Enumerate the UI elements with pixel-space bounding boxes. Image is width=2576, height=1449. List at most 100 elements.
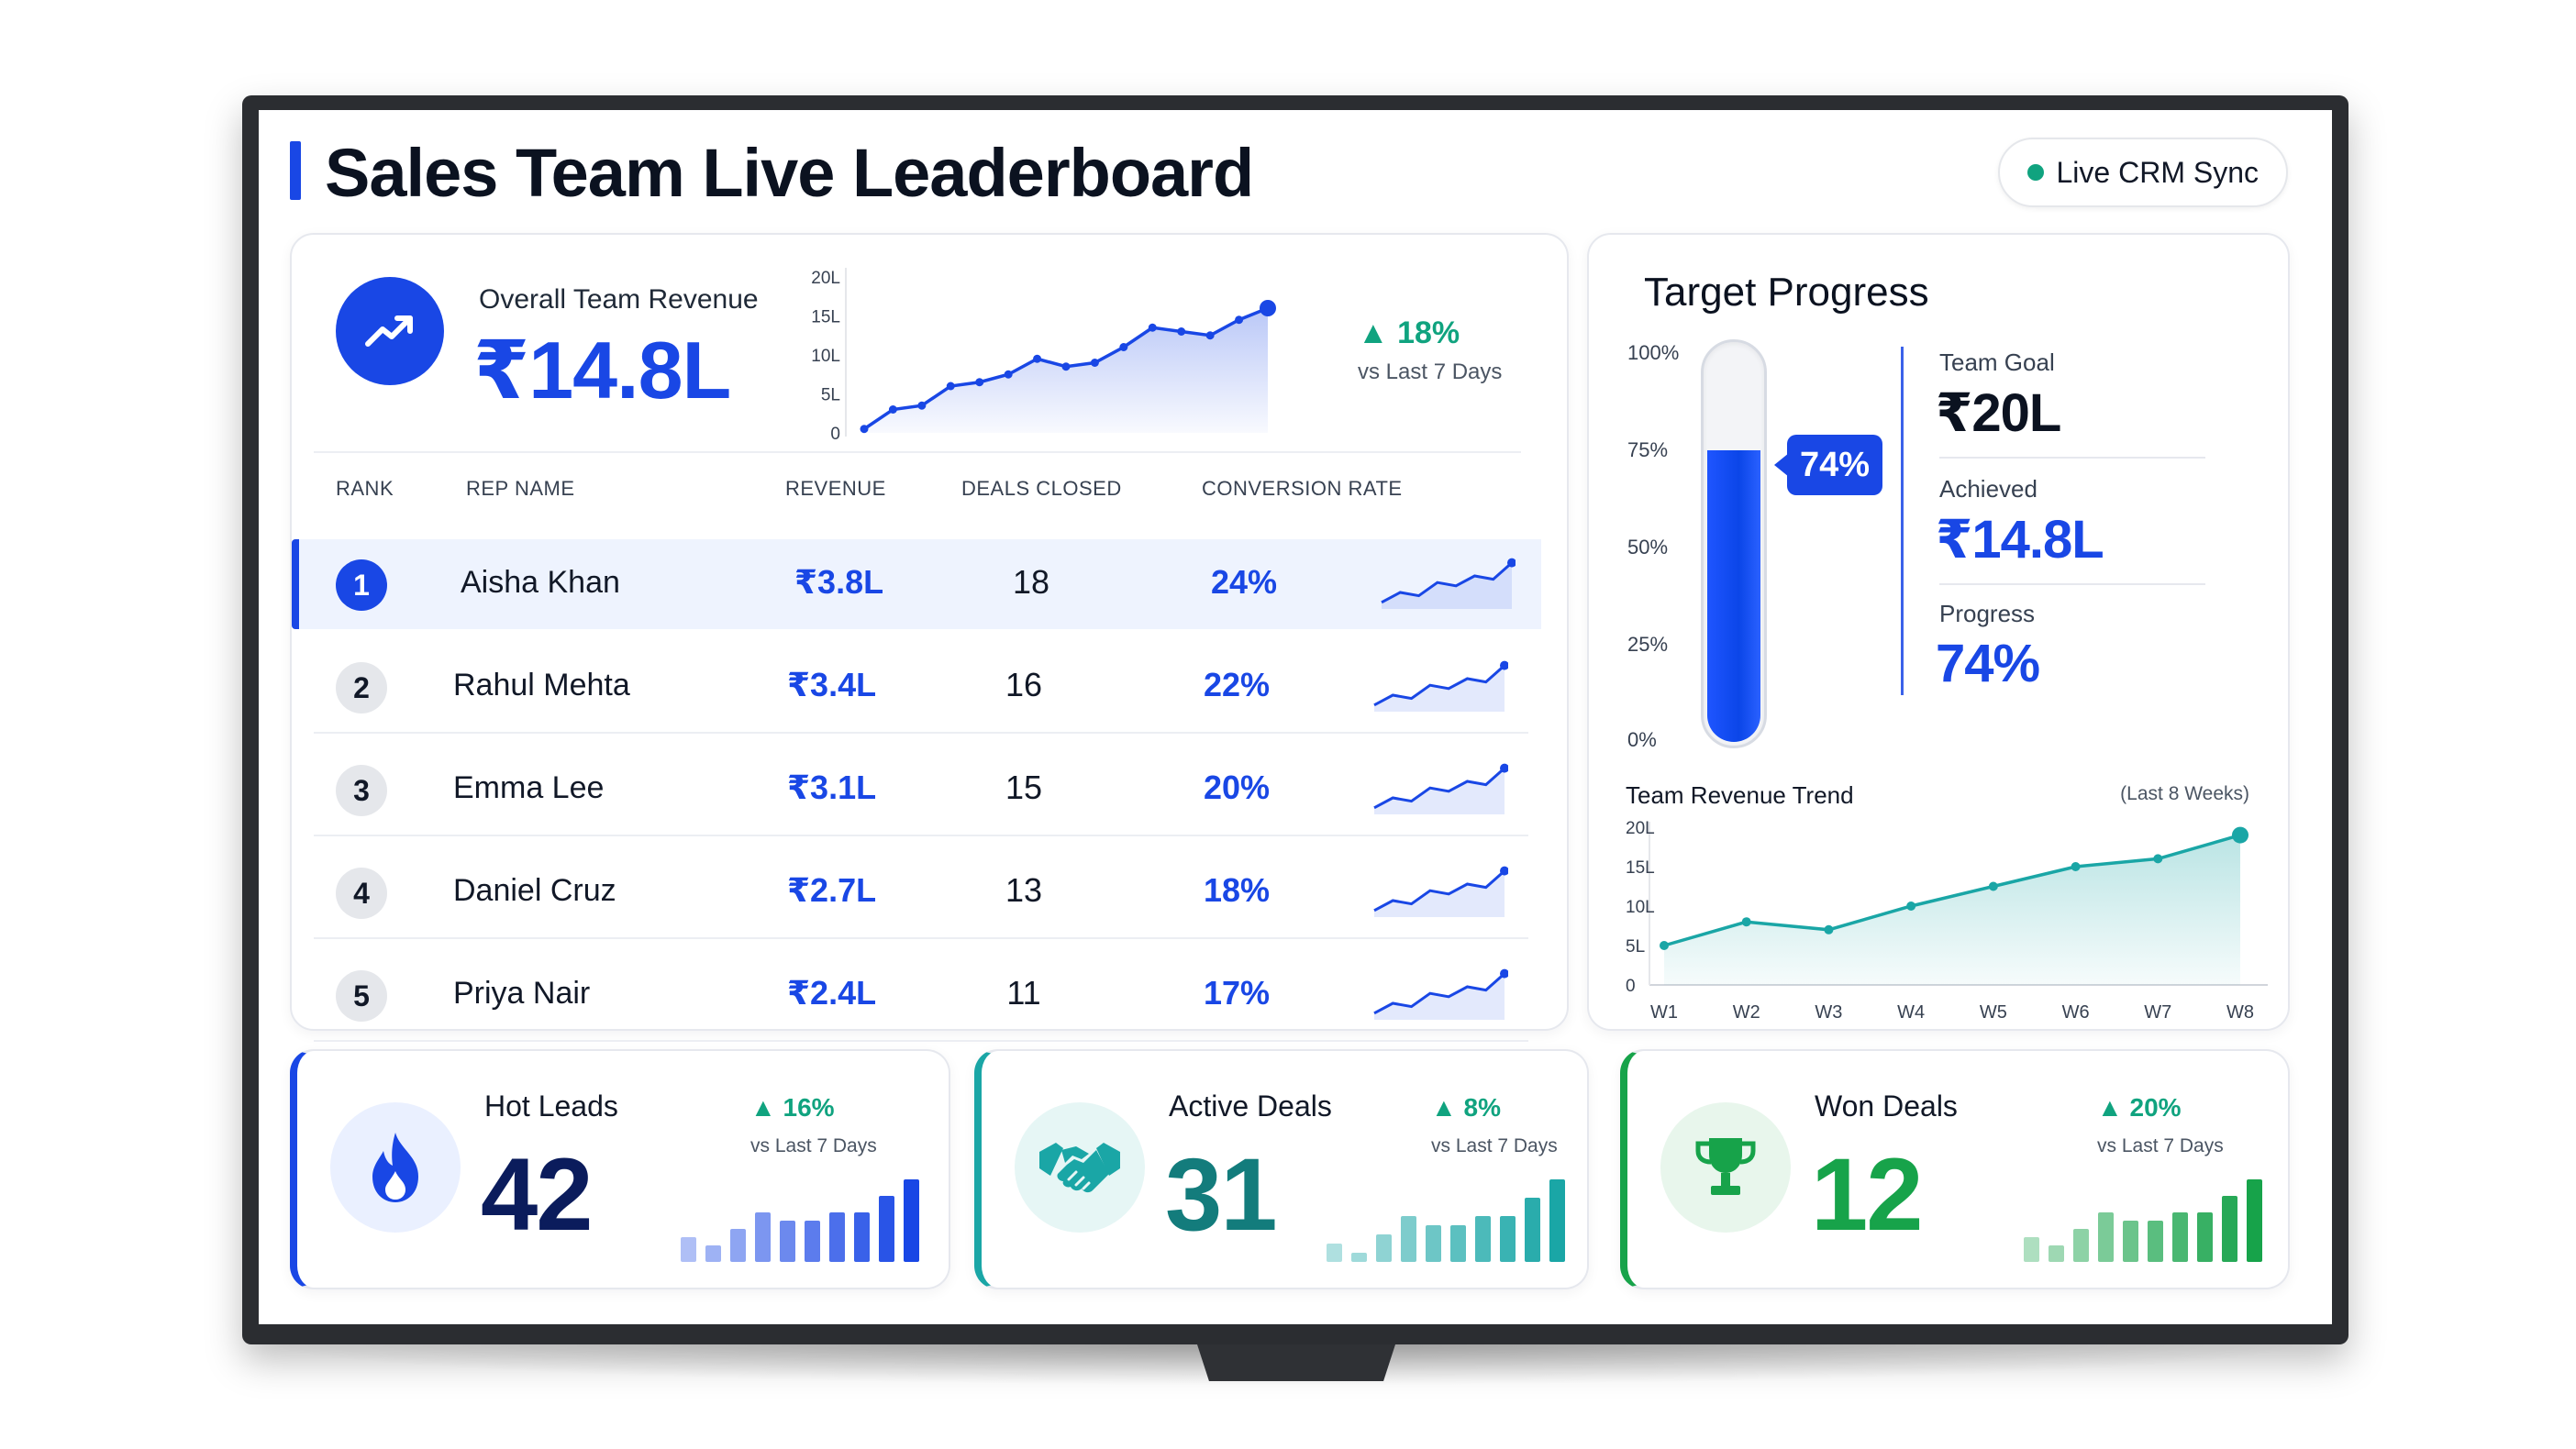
tube-tick: 100% [1627,341,1680,364]
sparkline-end-point [1507,558,1516,568]
kpi-bar [854,1212,870,1262]
y-tick-label: 5L [821,386,840,405]
trend-point [2153,854,2163,864]
handshake-icon [1015,1102,1145,1233]
revenue-point [1033,354,1042,363]
divider [314,451,1521,453]
kpi-bar [2098,1212,2114,1262]
kpi-bar [1525,1198,1540,1262]
progress-tube [1701,339,1767,748]
target-progress-card: Target Progress 100% 75% 50% 25% 0% 74% … [1587,233,2290,1031]
sync-status-dot [2026,164,2044,181]
revenue-point [975,378,984,387]
rep-deals-closed: 18 [1012,563,1050,601]
table-row[interactable]: 1 Aisha Khan ₹3.8L 18 24% [292,539,1541,629]
kpi-delta-sub: vs Last 7 Days [1431,1135,1558,1156]
progress-label: Progress [1939,600,2036,627]
kpi-bar [805,1221,820,1262]
tv-stand [1197,1344,1395,1381]
rep-revenue: ₹3.8L [794,563,884,601]
kpi-delta-value: 16% [783,1093,835,1122]
revenue-point [1061,362,1071,371]
x-tick-label: W2 [1733,1002,1760,1022]
sparkline-end-point [1500,660,1508,670]
live-crm-sync-badge[interactable]: Live CRM Sync [1997,138,2288,207]
sparkline-end-point [1500,968,1508,979]
rep-name: Emma Lee [453,770,605,805]
x-tick-label: W6 [2062,1002,2090,1022]
trend-point [1824,924,1834,935]
revenue-point [860,425,869,434]
rep-deals-closed: 11 [1006,974,1041,1012]
trending-up-icon [336,277,444,385]
team-goal-value: ₹20L [1936,383,2061,443]
revenue-point [1235,315,1244,325]
progress-value: 74% [1936,634,2040,693]
kpi-bar [2148,1221,2163,1262]
revenue-point [1004,370,1013,379]
overall-delta-sub: vs Last 7 Days [1358,359,1503,384]
kpi-value: 12 [1811,1137,1924,1252]
trend-point [1906,901,1916,911]
kpi-bar [1351,1253,1367,1262]
revenue-point [1177,327,1186,336]
table-row[interactable]: 4 Daniel Cruz ₹2.7L 13 18% [292,847,1541,939]
header-rep-name: REP NAME [466,477,575,500]
trend-subtitle: (Last 8 Weeks) [2120,783,2249,804]
y-tick-label: 15L [811,308,840,327]
rank-badge: 5 [336,970,387,1022]
rep-name: Priya Nair [453,976,591,1011]
kpi-bar [1475,1216,1491,1262]
kpi-value: 42 [481,1137,594,1252]
team-revenue-trend-chart: 20L 15L 10L 5L 0 W1 W2 W3 W4 W5 W6 W7 W8 [1626,819,2268,1022]
progress-tube-fill [1707,450,1760,742]
flame-icon [330,1102,461,1233]
y-tick-label: 20L [811,269,840,288]
revenue-point [917,401,927,410]
trend-line [1663,833,2241,947]
rep-trend-sparkline [1373,866,1508,917]
sparkline-line [1373,664,1505,707]
rep-trend-sparkline [1373,763,1508,814]
kpi-bar [2123,1221,2138,1262]
tube-tick: 0% [1627,728,1657,751]
kpi-bar [2172,1212,2188,1262]
rep-revenue: ₹2.4L [787,974,877,1012]
kpi-bar [1376,1234,1392,1262]
revenue-point [1090,359,1099,367]
y-tick-label: 0 [830,425,840,442]
kpi-card-won-deals: Won Deals 12 ▲ 20% vs Last 7 Days [1620,1049,2290,1289]
tube-tick: 50% [1627,536,1669,559]
revenue-point [1119,343,1128,351]
trend-point [1988,881,1998,891]
kpi-label: Active Deals [1169,1090,1332,1123]
overall-revenue-value: ₹14.8L [473,325,731,415]
kpi-card-active-deals: Active Deals 31 ▲ 8% vs Last 7 Days [974,1049,1589,1289]
rep-conversion-rate: 17% [1203,974,1271,1012]
rep-conversion-rate: 18% [1203,871,1271,909]
target-progress-title: Target Progress [1644,270,1929,315]
tube-tick: 75% [1627,438,1669,461]
rep-conversion-rate: 22% [1203,666,1271,703]
kpi-delta: ▲ 8% [1431,1093,1501,1122]
rep-deals-closed: 13 [1005,871,1043,909]
table-row[interactable]: 2 Rahul Mehta ₹3.4L 16 22% [292,642,1541,734]
achieved-label: Achieved [1939,475,2037,503]
revenue-point [888,405,897,414]
trend-point [2071,862,2081,871]
kpi-bar [2222,1196,2237,1262]
table-row[interactable]: 5 Priya Nair ₹2.4L 11 17% [292,950,1541,1042]
achieved-value: ₹14.8L [1936,510,2104,570]
table-row[interactable]: 3 Emma Lee ₹3.1L 15 20% [292,745,1541,836]
kpi-bar [1426,1225,1441,1262]
y-tick-label: 10L [811,347,840,366]
sync-label: Live CRM Sync [2056,155,2260,189]
kpi-bar [1549,1179,1565,1262]
x-tick-label: W1 [1650,1002,1678,1022]
header-revenue: REVENUE [785,477,886,500]
rep-revenue: ₹3.1L [787,769,877,806]
header-conversion-rate: CONVERSION RATE [1202,477,1403,500]
trend-point [1660,941,1669,950]
rep-conversion-rate: 24% [1210,563,1278,601]
rep-revenue: ₹3.4L [787,666,877,703]
